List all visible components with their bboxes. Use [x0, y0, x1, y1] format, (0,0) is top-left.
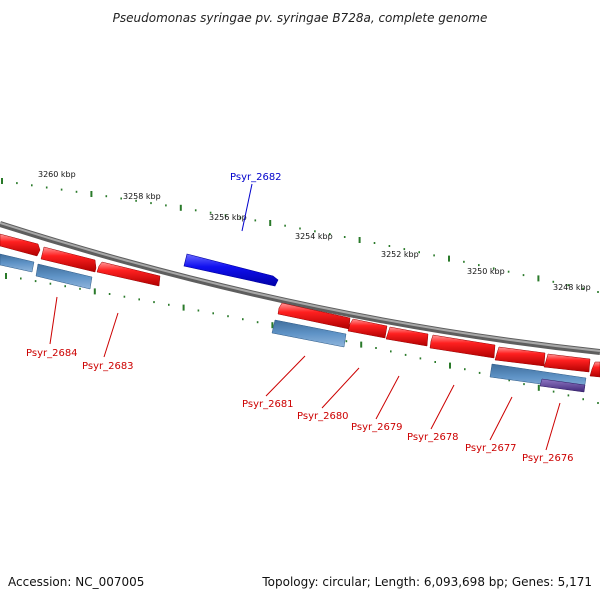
gene-label[interactable]: Psyr_2683 — [82, 361, 134, 372]
gene-arrow[interactable] — [429, 334, 496, 359]
gene-arrow[interactable] — [347, 318, 388, 339]
genome-summary-text: Topology: circular; Length: 6,093,698 bp… — [261, 575, 592, 589]
gene-label[interactable]: Psyr_2676 — [522, 453, 574, 464]
outer-tick-row — [1, 178, 599, 293]
accession-text: Accession: NC_007005 — [8, 575, 144, 589]
inner-features — [0, 253, 587, 393]
label-leaders — [49, 183, 561, 451]
gene-label[interactable]: Psyr_2679 — [351, 422, 403, 433]
genome-backbone — [0, 221, 600, 355]
reverse-strand-genes — [0, 233, 600, 378]
scale-labels: 3260 kbp 3258 kbp 3256 kbp 3254 kbp 3252… — [38, 170, 591, 292]
inner-tick-row — [5, 273, 599, 404]
gene-labels: Psyr_2682 Psyr_2684 Psyr_2683 Psyr_2681 … — [26, 172, 574, 464]
scale-label: 3254 kbp — [295, 232, 333, 241]
rna-feature[interactable] — [35, 263, 93, 290]
scale-label: 3252 kbp — [381, 250, 419, 259]
gene-psyr-2682[interactable] — [183, 253, 279, 287]
scale-label: 3256 kbp — [209, 213, 247, 222]
gene-arrow[interactable] — [385, 326, 429, 347]
gene-label[interactable]: Psyr_2680 — [297, 411, 349, 422]
overlap-feature[interactable] — [539, 378, 586, 393]
rna-feature[interactable] — [0, 253, 35, 273]
gene-label[interactable]: Psyr_2681 — [242, 399, 294, 410]
gene-arrow[interactable] — [40, 246, 97, 273]
scale-label: 3248 kbp — [553, 283, 591, 292]
gene-arrow[interactable] — [277, 302, 351, 330]
gene-label[interactable]: Psyr_2682 — [230, 172, 282, 183]
gene-label[interactable]: Psyr_2677 — [465, 443, 517, 454]
scale-label: 3250 kbp — [467, 267, 505, 276]
gene-arrow[interactable] — [589, 361, 600, 378]
scale-label: 3258 kbp — [123, 192, 161, 201]
genome-title: Pseudomonas syringae pv. syringae B728a,… — [113, 11, 488, 25]
gene-label[interactable]: Psyr_2684 — [26, 348, 78, 359]
gene-arrow[interactable] — [494, 346, 546, 367]
scale-label: 3260 kbp — [38, 170, 76, 179]
gene-label[interactable]: Psyr_2678 — [407, 432, 459, 443]
gene-arrow[interactable] — [96, 261, 161, 287]
gene-arrow[interactable] — [0, 233, 41, 257]
rna-feature[interactable] — [271, 319, 347, 348]
gene-arrow[interactable] — [543, 353, 591, 373]
